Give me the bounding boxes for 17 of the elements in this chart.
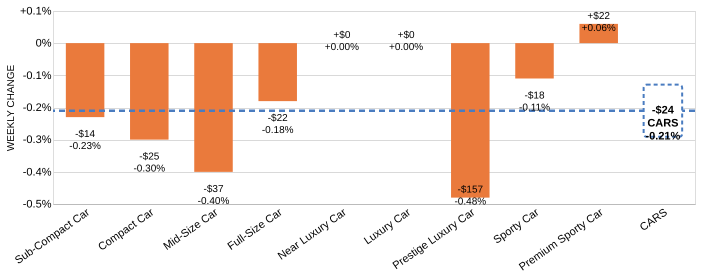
data-label: +$0 +0.00% bbox=[324, 30, 360, 54]
y-tick-label: +0.1% bbox=[20, 6, 52, 18]
y-axis-title: WEEKLY CHANGE bbox=[6, 64, 18, 152]
data-label: -$25 -0.30% bbox=[133, 152, 166, 175]
data-label: -$22 -0.18% bbox=[262, 113, 294, 136]
ref-line-label: -$24 CARS -0.21% bbox=[645, 104, 681, 143]
y-tick-label: -0.5% bbox=[22, 198, 52, 210]
data-label: +$0 +0.00% bbox=[389, 30, 424, 54]
y-tick-label: -0.2% bbox=[22, 102, 52, 114]
y-tick-label: -0.4% bbox=[22, 166, 52, 178]
data-label: -$157 -0.48% bbox=[454, 184, 486, 208]
data-label: -$14 -0.23% bbox=[69, 129, 102, 152]
y-tick-label: -0.3% bbox=[22, 134, 52, 146]
y-tick-label: -0.1% bbox=[22, 70, 52, 82]
y-tick-label: 0% bbox=[36, 38, 52, 50]
data-label: +$22 +0.06% bbox=[582, 10, 616, 34]
data-label: -$37 -0.40% bbox=[198, 184, 230, 207]
